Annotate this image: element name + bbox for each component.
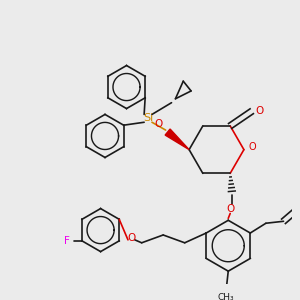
Text: Si: Si <box>143 113 153 123</box>
Text: O: O <box>128 233 136 243</box>
Polygon shape <box>165 129 189 150</box>
Text: O: O <box>226 204 234 214</box>
Text: CH₃: CH₃ <box>218 293 235 300</box>
Text: O: O <box>249 142 256 152</box>
Text: F: F <box>64 236 70 246</box>
Text: O: O <box>256 106 264 116</box>
Text: O: O <box>154 119 163 129</box>
